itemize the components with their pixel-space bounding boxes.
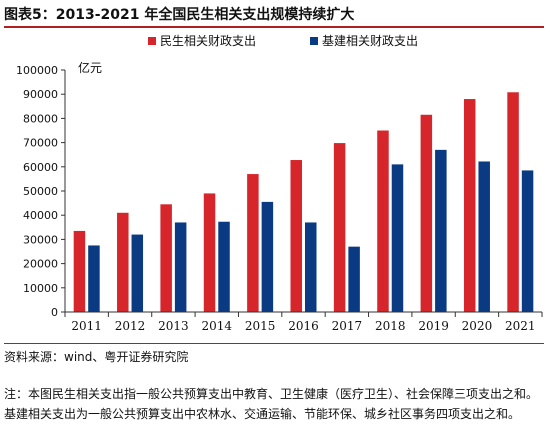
source-note: 资料来源：wind、粤开证券研究院: [4, 350, 189, 364]
bar-infrastructure-2017: [348, 246, 360, 312]
y-tick-label: 60000: [23, 161, 58, 174]
y-tick-label: 40000: [23, 209, 58, 222]
legend-swatch-2: [310, 37, 318, 45]
y-tick-label: 30000: [23, 233, 58, 246]
bar-livelihood-2015: [247, 174, 259, 312]
bar-livelihood-2011: [73, 230, 86, 312]
y-tick-label: 0: [51, 306, 58, 319]
bar-livelihood-2016: [290, 160, 302, 312]
bars: [73, 92, 534, 313]
y-tick-label: 50000: [23, 185, 58, 198]
x-tick-label: 2015: [245, 319, 276, 333]
x-axis: 2011 2012 2013 2014 2015 2016 2017 2018 2019 2020…: [64, 311, 543, 333]
x-tick-label: 2019: [418, 319, 449, 333]
bar-livelihood-2013: [160, 204, 172, 312]
x-tick-label: 2011: [71, 319, 102, 333]
legend-label-2: 基建相关财政支出: [322, 34, 418, 48]
bar-infrastructure-2018: [391, 164, 404, 312]
legend-label-1: 民生相关财政支出: [160, 34, 256, 48]
x-tick-label: 2016: [288, 319, 319, 333]
x-tick-label: 2018: [375, 319, 406, 333]
bar-chart: 民生相关财政支出 基建相关财政支出 亿元 0 10000 20000 30000 4000…: [16, 34, 543, 333]
bar-livelihood-2018: [377, 130, 389, 312]
figure-title: 图表5：2013-2021 年全国民生相关支出规模持续扩大: [4, 7, 355, 23]
bar-infrastructure-2019: [435, 149, 447, 312]
y-tick-label: 80000: [23, 112, 58, 125]
y-axis-unit: 亿元: [78, 60, 102, 75]
bar-livelihood-2019: [420, 114, 433, 313]
bar-infrastructure-2011: [88, 245, 100, 312]
x-tick-label: 2017: [332, 319, 363, 333]
y-tick-label: 10000: [23, 282, 58, 295]
bottom-rule: [4, 343, 544, 344]
x-tick-label: 2012: [115, 319, 146, 333]
bar-infrastructure-2014: [218, 221, 230, 312]
x-tick-label: 2013: [158, 319, 189, 333]
bar-infrastructure-2020: [478, 161, 490, 312]
bar-infrastructure-2012: [131, 234, 144, 312]
x-tick-label: 2020: [462, 319, 493, 333]
bar-livelihood-2020: [463, 99, 476, 312]
bar-infrastructure-2015: [261, 201, 274, 312]
bar-livelihood-2014: [203, 193, 216, 312]
bar-infrastructure-2021: [521, 170, 534, 312]
legend: 民生相关财政支出 基建相关财政支出: [148, 34, 418, 48]
footnote: 注：本图民生相关支出指一般公共预算支出中教育、卫生健康（医疗卫生）、社会保障三项…: [4, 387, 539, 421]
y-tick-label: 90000: [23, 88, 58, 101]
bar-livelihood-2017: [333, 143, 346, 312]
bar-infrastructure-2016: [305, 222, 317, 312]
y-tick-label: 100000: [16, 64, 58, 77]
legend-swatch-1: [148, 37, 156, 45]
x-tick-label: 2014: [201, 319, 232, 333]
title-rule: [4, 26, 544, 28]
bar-livelihood-2012: [117, 212, 129, 312]
bar-livelihood-2021: [507, 92, 519, 312]
y-tick-label: 70000: [23, 137, 58, 150]
y-axis: 0 10000 20000 30000 40000 50000 60000 70000 8000…: [16, 64, 66, 319]
x-tick-label: 2021: [505, 319, 536, 333]
bar-infrastructure-2013: [174, 222, 187, 312]
y-tick-label: 20000: [23, 258, 58, 271]
